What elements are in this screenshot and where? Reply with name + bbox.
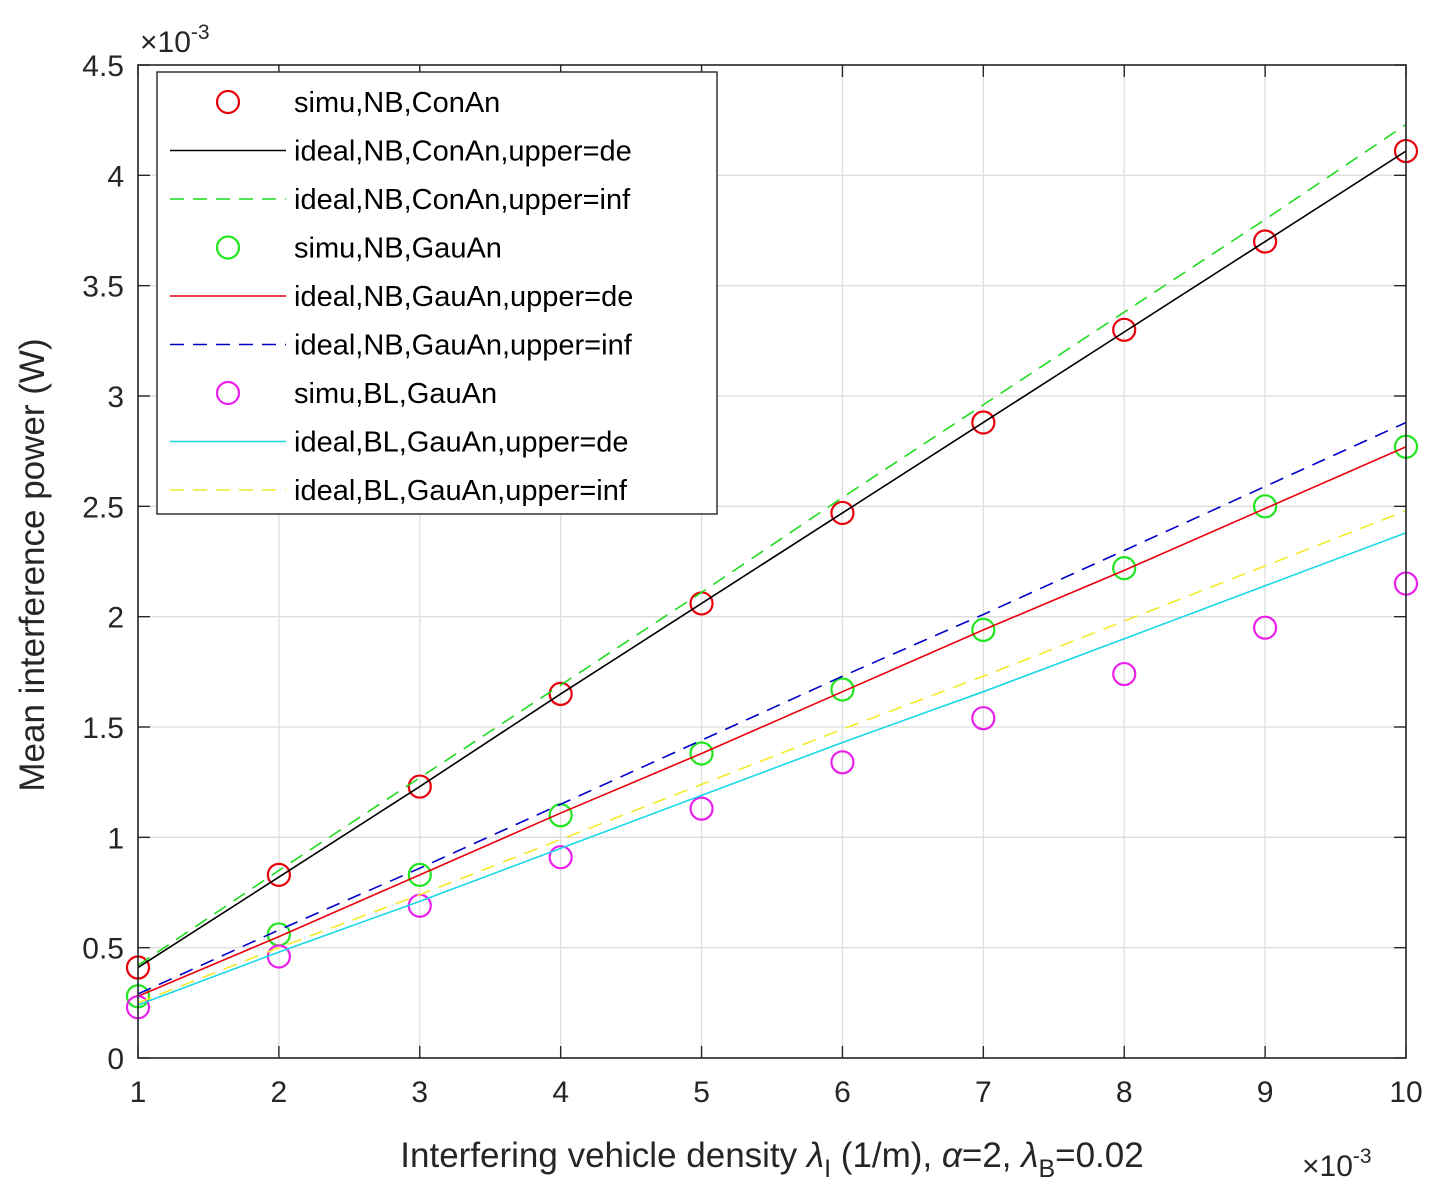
y-tick-label: 2.5 — [82, 491, 124, 524]
data-point — [1112, 317, 1137, 342]
data-point — [266, 862, 291, 887]
data-point — [830, 677, 855, 702]
data-point — [407, 774, 432, 799]
x-tick-label: 2 — [271, 1076, 288, 1109]
legend-entry: simu,NB,ConAn — [215, 87, 500, 119]
data-point — [689, 796, 714, 821]
legend-entry: simu,NB,GauAn — [215, 233, 502, 265]
x-tick-label: 7 — [975, 1076, 992, 1109]
y-axis-label: Mean interference power (W) — [13, 338, 52, 791]
axes-box — [137, 64, 1407, 1059]
y-tick-label: 0.5 — [82, 933, 124, 966]
legend-box — [156, 71, 718, 515]
data-point — [971, 410, 996, 435]
x-tick-label: 3 — [411, 1076, 428, 1109]
series-line — [137, 532, 1407, 1006]
series-group — [125, 123, 1419, 1020]
x-axis-label: Interfering vehicle density λI (1/m), α=… — [400, 1136, 1143, 1183]
x-tick-label: 6 — [834, 1076, 851, 1109]
data-point — [971, 706, 996, 731]
data-point — [830, 750, 855, 775]
series-line — [137, 421, 1407, 995]
legend-entry: ideal,NB,ConAn,upper=inf — [170, 184, 631, 216]
data-point — [548, 845, 573, 870]
y-tick-label: 1.5 — [82, 712, 124, 745]
legend-label: simu,BL,GauAn — [294, 378, 497, 410]
series-line — [137, 123, 1407, 966]
y-exponent-label: ×10-3 — [140, 21, 210, 59]
legend-entry: simu,BL,GauAn — [215, 378, 497, 410]
y-tick-label: 2 — [107, 602, 124, 635]
data-point — [548, 681, 573, 707]
x-tick-label: 4 — [552, 1076, 569, 1109]
data-point — [1112, 661, 1137, 687]
x-tick-label: 9 — [1257, 1076, 1274, 1109]
legend-marker — [215, 89, 241, 115]
x-tick-label: 10 — [1389, 1076, 1422, 1109]
data-point — [689, 741, 714, 766]
legend-label: ideal,NB,GauAn,upper=inf — [294, 330, 633, 362]
legend-entry: ideal,NB,ConAn,upper=de — [170, 136, 632, 168]
data-point — [1253, 229, 1278, 254]
series-8 — [137, 510, 1407, 1004]
legend-label: ideal,NB,ConAn,upper=de — [294, 136, 632, 168]
legend: simu,NB,ConAn ideal,NB,ConAn,upper=de idea… — [156, 71, 718, 515]
data-point — [1253, 494, 1278, 519]
data-point — [1112, 556, 1137, 581]
legend-label: ideal,BL,GauAn,upper=de — [294, 427, 629, 459]
series-line — [137, 150, 1407, 969]
legend-entry: ideal,BL,GauAn,upper=de — [170, 427, 629, 459]
y-tick-label: 1 — [107, 822, 124, 855]
legend-label: simu,NB,ConAn — [294, 87, 500, 119]
y-tick-label: 3.5 — [82, 271, 124, 304]
legend-marker — [215, 235, 241, 260]
data-point — [407, 862, 432, 887]
y-tick-label: 4 — [107, 160, 124, 193]
legend-label: ideal,NB,GauAn,upper=de — [294, 281, 633, 313]
data-point — [1253, 615, 1278, 640]
x-tick-label: 5 — [693, 1076, 710, 1109]
data-point — [830, 500, 855, 526]
x-tick-label: 1 — [130, 1076, 147, 1109]
legend-label: ideal,BL,GauAn,upper=inf — [294, 475, 628, 507]
data-point — [971, 617, 996, 643]
series-5 — [137, 421, 1407, 995]
legend-label: simu,NB,GauAn — [294, 233, 502, 265]
y-tick-label: 3 — [107, 381, 124, 414]
tick-labels: 1 2 3 4 5 6 7 8 9 10 0 0.5 1 1.5 2 2.5 3 3.5 4 4.5 — [82, 50, 1422, 1109]
series-2 — [137, 123, 1407, 966]
y-tick-label: 4.5 — [82, 50, 124, 83]
legend-entry: ideal,BL,GauAn,upper=inf — [170, 475, 628, 507]
series-3 — [125, 434, 1419, 1009]
legend-entry: ideal,NB,GauAn,upper=de — [170, 281, 633, 313]
series-1 — [137, 150, 1407, 969]
series-line — [137, 446, 1407, 997]
y-tick-label: 0 — [107, 1043, 124, 1076]
legend-label: ideal,NB,ConAn,upper=inf — [294, 184, 631, 216]
x-exponent-label: ×10-3 — [1302, 1145, 1372, 1183]
legend-entry: ideal,NB,GauAn,upper=inf — [170, 330, 633, 362]
series-4 — [137, 446, 1407, 997]
legend-marker — [215, 380, 241, 406]
series-line — [137, 510, 1407, 1004]
x-tick-label: 8 — [1116, 1076, 1133, 1109]
series-7 — [137, 532, 1407, 1006]
